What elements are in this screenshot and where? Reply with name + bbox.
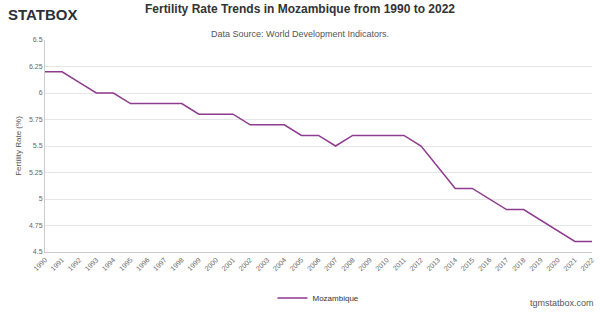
svg-text:1992: 1992 bbox=[66, 256, 82, 272]
svg-text:Fertility Rate Trends in Mozam: Fertility Rate Trends in Mozambique from… bbox=[145, 2, 455, 16]
svg-text:2011: 2011 bbox=[392, 256, 408, 272]
svg-text:1999: 1999 bbox=[186, 256, 202, 272]
svg-text:2004: 2004 bbox=[272, 256, 288, 272]
svg-text:5: 5 bbox=[39, 195, 43, 202]
svg-text:2022: 2022 bbox=[579, 256, 595, 272]
svg-text:5.75: 5.75 bbox=[29, 116, 43, 123]
svg-text:2013: 2013 bbox=[425, 256, 441, 272]
svg-text:2006: 2006 bbox=[306, 256, 322, 272]
svg-text:2018: 2018 bbox=[511, 256, 527, 272]
svg-text:4.5: 4.5 bbox=[33, 248, 43, 255]
svg-text:6.5: 6.5 bbox=[33, 36, 43, 43]
svg-text:1998: 1998 bbox=[169, 256, 185, 272]
svg-text:2009: 2009 bbox=[357, 256, 373, 272]
svg-text:2020: 2020 bbox=[545, 256, 561, 272]
svg-text:1997: 1997 bbox=[152, 256, 168, 272]
svg-text:tgmstatbox.com: tgmstatbox.com bbox=[530, 298, 594, 308]
svg-text:Mozambique: Mozambique bbox=[313, 294, 359, 303]
svg-text:5.25: 5.25 bbox=[29, 169, 43, 176]
svg-text:4.75: 4.75 bbox=[29, 222, 43, 229]
svg-text:2002: 2002 bbox=[237, 256, 253, 272]
svg-text:2019: 2019 bbox=[528, 256, 544, 272]
svg-text:5.5: 5.5 bbox=[33, 142, 43, 149]
svg-text:2003: 2003 bbox=[254, 256, 270, 272]
svg-text:2008: 2008 bbox=[340, 256, 356, 272]
svg-text:2010: 2010 bbox=[374, 256, 390, 272]
svg-text:2005: 2005 bbox=[289, 256, 305, 272]
svg-text:1993: 1993 bbox=[83, 256, 99, 272]
svg-text:STATBOX: STATBOX bbox=[8, 6, 77, 23]
svg-text:2017: 2017 bbox=[494, 256, 510, 272]
svg-text:Fertility Rate (%): Fertility Rate (%) bbox=[14, 116, 23, 176]
svg-text:1990: 1990 bbox=[32, 256, 48, 272]
svg-text:Data Source: World Development: Data Source: World Development Indicator… bbox=[211, 29, 389, 39]
svg-text:1996: 1996 bbox=[135, 256, 151, 272]
svg-text:6.25: 6.25 bbox=[29, 63, 43, 70]
svg-text:2016: 2016 bbox=[477, 256, 493, 272]
svg-text:1991: 1991 bbox=[49, 256, 65, 272]
svg-text:2001: 2001 bbox=[220, 256, 236, 272]
svg-text:2021: 2021 bbox=[562, 256, 578, 272]
svg-text:2014: 2014 bbox=[442, 256, 458, 272]
svg-text:1995: 1995 bbox=[118, 256, 134, 272]
svg-text:2000: 2000 bbox=[203, 256, 219, 272]
svg-text:2007: 2007 bbox=[323, 256, 339, 272]
svg-text:1994: 1994 bbox=[101, 256, 117, 272]
svg-text:2015: 2015 bbox=[460, 256, 476, 272]
svg-text:6: 6 bbox=[39, 89, 43, 96]
svg-text:2012: 2012 bbox=[408, 256, 424, 272]
